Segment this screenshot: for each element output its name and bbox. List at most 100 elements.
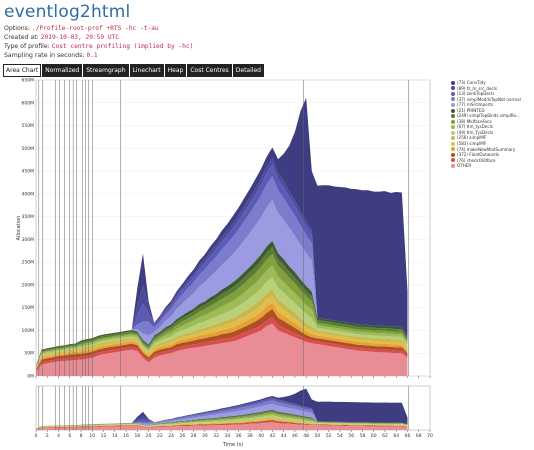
legend-label: (13) zonkTopDecls [457, 91, 495, 97]
y-tick-label: 50M [24, 351, 34, 357]
legend-item[interactable]: OTHER [451, 163, 521, 169]
legend-label: (49) tlm_TysDecls [457, 129, 494, 135]
legend-item[interactable]: (89) fz_m_src_decls [451, 86, 521, 92]
overview-brush-chart[interactable]: 0 2 4 6 8 10 12 14 16 18 20 22 24 26 28 30 32 34 36 38 40 42 4… [0, 384, 450, 448]
x-tick-label: 62 [382, 433, 388, 439]
x-tick-label: 48 [303, 433, 309, 439]
area-series-11 [36, 403, 408, 429]
legend-item[interactable]: (372) FloatOutwards [451, 152, 521, 158]
x-tick-label: 52 [326, 433, 332, 439]
legend-item[interactable]: (49) tlm_TysDecls [451, 130, 521, 136]
profile-type-row: Type of profile: Cost centre profiling (i… [4, 42, 193, 51]
x-tick-label: 54 [337, 433, 343, 439]
legend-swatch [451, 86, 455, 91]
x-tick-label: 56 [348, 433, 354, 439]
legend-swatch [451, 102, 455, 107]
legend-item[interactable]: (21) PRINTED [451, 108, 521, 114]
x-tick-label: 50 [315, 433, 321, 439]
tab-normalized[interactable]: Normalized [42, 64, 83, 77]
legend-label: OTHER [457, 163, 472, 169]
legend-item[interactable]: (256) simplMF [451, 135, 521, 141]
x-tick-label: 14 [112, 433, 118, 439]
page-title: eventlog2html [4, 2, 131, 22]
legend-label: (76) checkOldIface [457, 157, 496, 163]
legend-label: (89) fz_m_src_decls [457, 85, 498, 91]
legend-item[interactable]: (67) tlm_tysDecls [451, 124, 521, 130]
x-tick-label: 42 [270, 433, 276, 439]
legend-swatch [451, 141, 455, 146]
y-tick-label: 450M [22, 169, 35, 175]
tab-area-chart[interactable]: Area Chart [3, 64, 42, 77]
y-tick-label: 150M [22, 305, 35, 311]
legend-item[interactable]: (583) simplMF [451, 141, 521, 147]
y-tick-label: 300M [22, 237, 35, 243]
created-value: 2019-10-03, 20:59 UTC [40, 34, 119, 41]
tab-streamgraph[interactable]: Streamgraph [83, 64, 129, 77]
legend-swatch [451, 119, 455, 124]
x-axis-label: Time (s) [222, 442, 243, 448]
legend-item[interactable]: (74) makeNewModSummary [451, 147, 521, 153]
legend-item[interactable]: (76) checkOldIface [451, 158, 521, 164]
legend-label: (74) makeNewModSummary [457, 146, 516, 152]
chart-legend: (73) ConvTidy (89) fz_m_src_decls (13) zon… [451, 80, 521, 169]
options-row: Options: ./Profile-root-prof +RTS -hc -t-… [4, 24, 159, 33]
legend-label: (73) ConvTidy [457, 80, 486, 85]
x-tick-label: 16 [123, 433, 129, 439]
x-tick-label: 20 [146, 433, 152, 439]
tab-detailed[interactable]: Detailed [232, 64, 264, 77]
legend-swatch [451, 152, 455, 157]
area-series-1 [36, 421, 408, 430]
x-tick-label: 36 [236, 433, 242, 439]
y-tick-label: 650M [22, 78, 35, 84]
legend-label: (372) FloatOutwards [457, 152, 500, 158]
y-tick-label: 500M [22, 146, 35, 152]
x-tick-label: 34 [225, 433, 231, 439]
x-tick-label: 18 [134, 433, 140, 439]
legend-swatch [451, 125, 455, 130]
area-series-0 [36, 422, 408, 430]
legend-item[interactable]: (38) MkIfaceFace [451, 119, 521, 125]
x-tick-label: 46 [292, 433, 298, 439]
x-tick-label: 12 [101, 433, 107, 439]
y-tick-label: 600M [22, 100, 35, 106]
y-axis-label: Allocation [16, 216, 22, 241]
x-tick-label: 38 [247, 433, 253, 439]
y-tick-label: 250M [22, 260, 35, 266]
area-series-15 [36, 97, 408, 366]
legend-item[interactable]: (249) simplTopBinds simplRe... [451, 113, 521, 119]
x-tick-label: 10 [89, 433, 95, 439]
x-tick-label: 32 [213, 433, 219, 439]
tab-heap[interactable]: Heap [164, 64, 187, 77]
tab-linechart[interactable]: Linechart [129, 64, 164, 77]
x-tick-label: 6 [68, 433, 71, 439]
legend-label: (256) simplMF [457, 135, 487, 141]
main-area-chart[interactable]: 0M 50M 100M 150M 200M 250M 300M 350M 400M 450M 500… [0, 74, 450, 384]
sampling-label: Sampling rate in seconds: [4, 52, 85, 59]
legend-item[interactable]: (77) rnSrcImports [451, 102, 521, 108]
x-tick-label: 30 [202, 433, 208, 439]
legend-item[interactable]: (73) ConvTidy [451, 80, 521, 86]
area-series-11 [36, 199, 408, 366]
profile-type-label: Type of profile: [4, 43, 50, 50]
created-row: Created at: 2019-10-03, 20:59 UTC [4, 33, 119, 42]
x-tick-label: 40 [258, 433, 264, 439]
legend-label: (67) tlm_tysDecls [457, 124, 493, 130]
y-tick-label: 0M [27, 374, 34, 380]
x-tick-label: 8 [80, 433, 83, 439]
x-tick-label: 60 [371, 433, 377, 439]
tab-cost-centres[interactable]: Cost Centres [187, 64, 232, 77]
legend-swatch [451, 114, 455, 119]
profile-type-value: Cost centre profiling (implied by -hc) [51, 43, 194, 50]
legend-swatch [451, 80, 455, 85]
legend-item[interactable]: (13) zonkTopDecls [451, 91, 521, 97]
x-tick-label: 66 [405, 433, 411, 439]
legend-item[interactable]: (37) simplMod/IsTopNot normal [451, 97, 521, 103]
legend-swatch [451, 158, 455, 163]
y-tick-label: 100M [22, 328, 35, 334]
x-tick-label: 70 [427, 433, 433, 439]
x-tick-label: 24 [168, 433, 174, 439]
x-tick-label: 4 [57, 433, 60, 439]
area-series-15 [36, 388, 408, 429]
x-tick-label: 22 [157, 433, 163, 439]
legend-swatch [451, 91, 455, 96]
